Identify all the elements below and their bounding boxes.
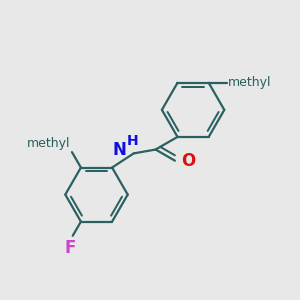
Text: N: N bbox=[112, 141, 126, 159]
Text: H: H bbox=[127, 134, 138, 148]
Text: O: O bbox=[182, 152, 196, 170]
Text: methyl: methyl bbox=[228, 76, 272, 89]
Text: F: F bbox=[64, 239, 75, 257]
Text: methyl: methyl bbox=[27, 137, 70, 150]
